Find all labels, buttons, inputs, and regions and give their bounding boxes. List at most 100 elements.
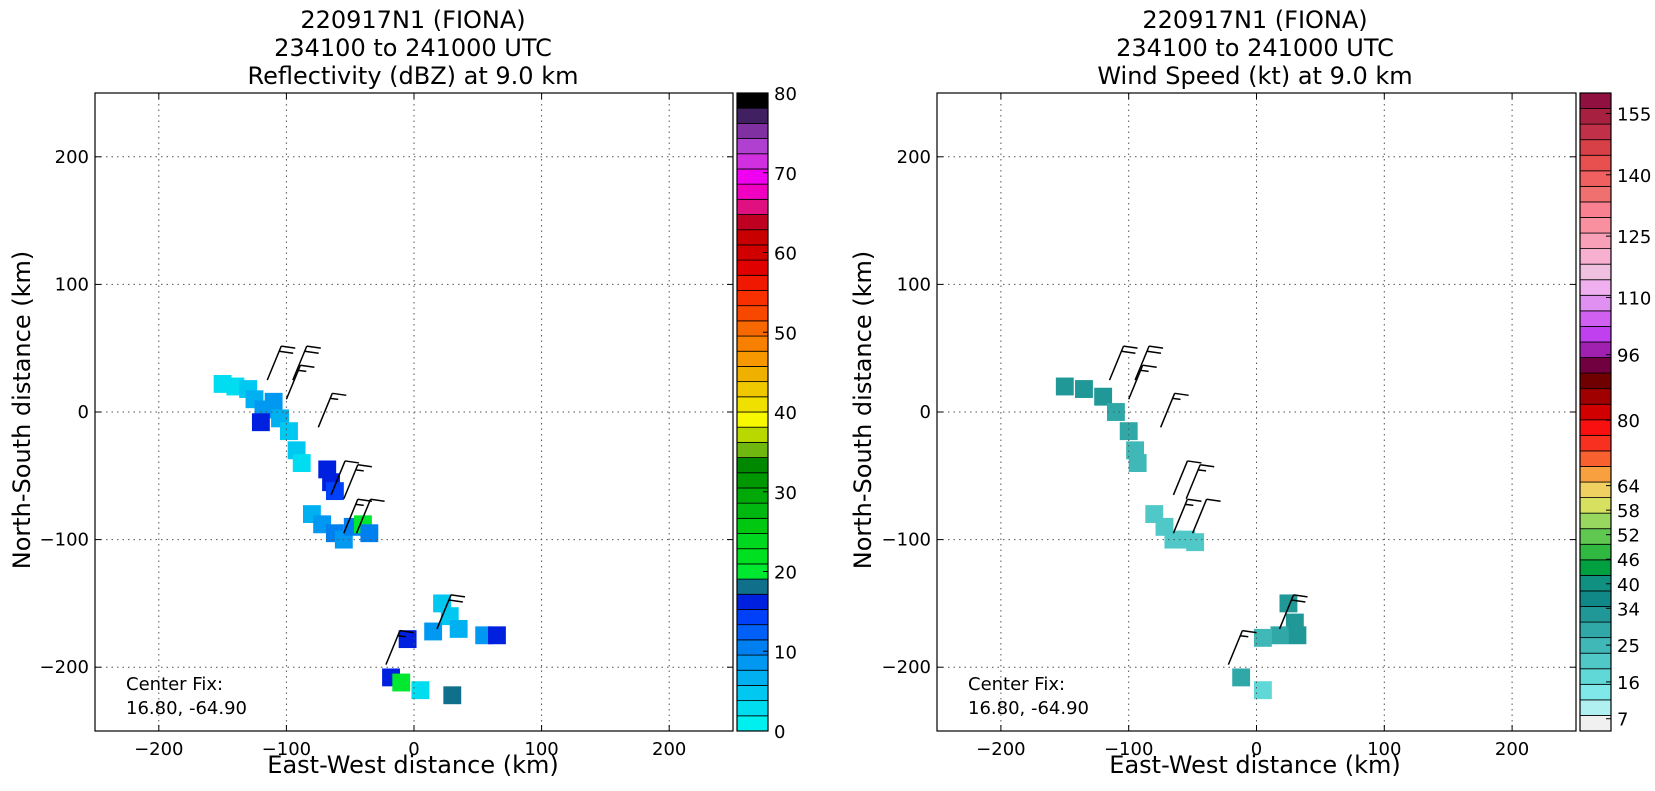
wind-barb-staff [330, 460, 346, 496]
colorbar-segment [736, 381, 769, 398]
wind-barb [1159, 392, 1189, 428]
colorbar-segment [1579, 108, 1612, 125]
wind-barb-flag [1200, 464, 1215, 468]
colorbar-segment [1579, 232, 1612, 250]
reflectivity-panel: 220917N1 (FIONA) 234100 to 241000 UTC Re… [8, 6, 797, 779]
y-tick-label: 100 [897, 274, 931, 295]
colorbar-segment [1579, 279, 1612, 296]
radar-echo-cell [1270, 626, 1289, 645]
colorbar-segment [736, 107, 769, 124]
wind-barb-staff [1128, 364, 1144, 400]
colorbar-tick-label: 34 [1617, 599, 1640, 620]
wind-barb-flag [1148, 345, 1164, 349]
colorbar-segment [736, 593, 769, 610]
wind-barb [330, 460, 360, 496]
colorbar-segment [736, 441, 769, 458]
wind-barb-flag [1121, 350, 1136, 354]
wind-barb-flag [1187, 460, 1202, 464]
colorbar-segment [1579, 699, 1612, 716]
y-tick-label: 0 [920, 402, 931, 423]
radar-echo-cell [1288, 626, 1307, 645]
wind-barb-staff [343, 498, 359, 534]
colorbar-tick-label: 10 [774, 642, 797, 663]
wind-barb-staff [1185, 464, 1201, 500]
wind-barb-flag [1293, 594, 1308, 598]
radar-echo-cell [1253, 681, 1272, 700]
colorbar-segment [1579, 574, 1612, 592]
y-tick-label: 100 [55, 274, 89, 295]
radar-echo-cell [1094, 387, 1113, 406]
colorbar-tick-label: 50 [774, 323, 797, 344]
colorbar-segment [736, 685, 769, 702]
radar-echo-cell [392, 673, 411, 692]
plot-area: −200 −100 0 100 200 −200 −100 0 100 200 [40, 92, 734, 760]
wind-barb [385, 629, 415, 665]
colorbar-segment [736, 305, 769, 322]
wind-barb [1172, 460, 1202, 496]
radar-echo-cell [1106, 403, 1125, 421]
x-tick-label: 0 [1251, 739, 1262, 760]
colorbar-tick-label: 52 [1617, 526, 1640, 547]
colorbar-segment [736, 472, 769, 489]
colorbar-segment [1579, 310, 1612, 327]
wind-barb-flag [306, 345, 321, 349]
wind-barb-flag [450, 594, 466, 598]
colorbar-segment [1579, 248, 1612, 265]
wind-barb-flag [370, 498, 385, 502]
colorbar-segment [736, 517, 769, 534]
colorbar-segment [736, 290, 769, 307]
wind-barb-flag [1174, 392, 1189, 397]
plot-area: −200 −100 0 100 200 −200 −100 0 100 200 [882, 92, 1577, 760]
wind-barb-flag [281, 345, 296, 349]
radar-echo-cell [398, 630, 417, 649]
colorbar-segment [1579, 217, 1612, 234]
x-axis-label: East-West distance (km) [267, 751, 558, 779]
chart-title-line-3: Reflectivity (dBZ) at 9.0 km [248, 62, 579, 90]
colorbar-segment [1579, 388, 1612, 405]
radar-echo-cell [424, 622, 443, 641]
wind-barb-staff [317, 393, 333, 428]
y-tick-label: 200 [897, 147, 931, 168]
wind-barb-half-flag [298, 369, 307, 373]
colorbar-tick-label: 0 [774, 722, 785, 743]
wind-barb-flag [399, 629, 415, 634]
colorbar-tick-label: 64 [1617, 477, 1640, 498]
x-tick-label: −200 [134, 739, 183, 760]
center-fix-label: Center Fix: [126, 674, 223, 695]
colorbar-segment [736, 502, 769, 519]
colorbar-segment [736, 138, 769, 155]
radar-echo-cell [360, 524, 379, 543]
wind-barb-flag [1146, 350, 1162, 354]
x-tick-label: 100 [1367, 739, 1401, 760]
colorbar-segment [736, 411, 769, 428]
colorbar-segment [736, 624, 769, 641]
colorbar: 7 16 25 34 40 46 52 58 64 80 96 110 125 140 155 [1579, 92, 1651, 732]
colorbar-segment [1579, 357, 1612, 374]
y-tick-label: −200 [40, 657, 89, 678]
wind-barb-half-flag [1198, 469, 1207, 472]
colorbar-tick-label: 58 [1617, 501, 1640, 522]
wind-barb-staff [1172, 498, 1189, 534]
colorbar-segment [736, 92, 769, 109]
wind-barb-staff [1172, 460, 1189, 496]
colorbar-segment [736, 168, 769, 185]
colorbar-segment [1579, 185, 1612, 203]
colorbar-tick-label: 96 [1617, 346, 1640, 367]
colorbar-segment [736, 153, 769, 170]
wind-barb-flag [357, 464, 372, 468]
x-tick-label: 200 [652, 739, 686, 760]
wind-barb-staff [355, 498, 372, 534]
colorbar-segment [1579, 92, 1612, 109]
colorbar-segment [1579, 715, 1612, 732]
wind-barb [266, 345, 296, 381]
wind-barb-staff [343, 464, 359, 500]
colorbar-segment [1579, 683, 1612, 701]
colorbar-tick-label: 30 [774, 483, 797, 504]
colorbar-tick-label: 155 [1617, 104, 1651, 125]
colorbar-segment [736, 183, 769, 200]
colorbar-segment [736, 274, 769, 291]
colorbar-tick-label: 25 [1617, 636, 1640, 657]
colorbar-segment [736, 350, 769, 367]
wind-barb-flag [304, 350, 319, 354]
colorbar-segment [1579, 434, 1612, 452]
